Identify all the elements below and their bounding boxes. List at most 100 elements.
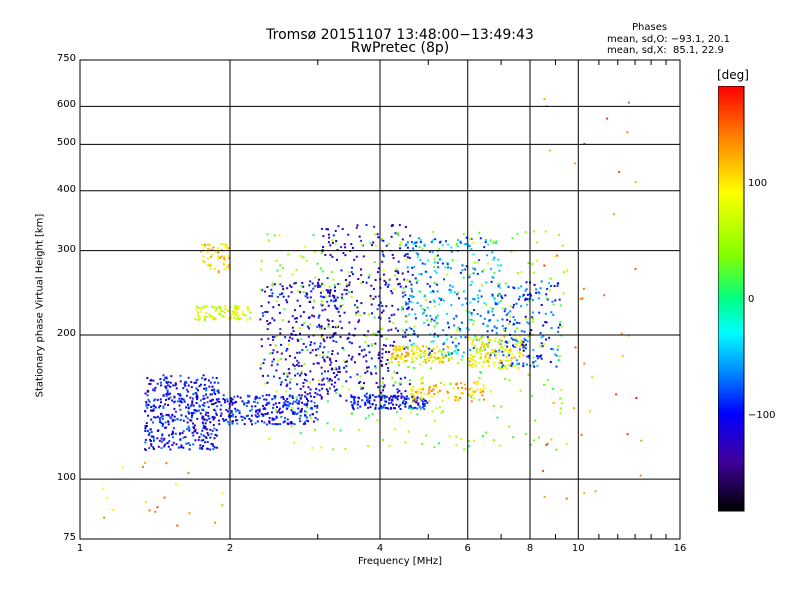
data-point — [358, 397, 361, 400]
data-point — [396, 388, 399, 391]
data-point — [233, 316, 236, 319]
data-point — [410, 294, 413, 297]
data-point — [381, 406, 384, 408]
data-point — [211, 398, 214, 401]
data-point — [276, 295, 279, 298]
data-point — [410, 343, 413, 346]
data-point — [413, 330, 415, 333]
data-point — [413, 367, 416, 369]
data-point — [393, 345, 396, 348]
data-point — [282, 288, 285, 291]
data-point — [438, 349, 441, 351]
data-point — [227, 421, 230, 424]
data-point — [475, 352, 478, 354]
data-point — [211, 403, 213, 406]
data-point — [256, 420, 259, 423]
data-point — [222, 420, 225, 423]
data-point — [242, 313, 245, 316]
data-point — [249, 409, 252, 412]
data-point — [582, 287, 585, 290]
data-point — [532, 317, 535, 320]
data-point — [322, 338, 325, 341]
data-point — [213, 317, 216, 320]
data-point — [455, 244, 458, 247]
data-point — [410, 295, 413, 298]
data-point — [423, 309, 426, 312]
data-point — [411, 396, 414, 398]
data-point — [279, 264, 282, 267]
data-point — [323, 296, 326, 299]
data-point — [433, 356, 436, 359]
data-point — [293, 365, 296, 367]
data-point — [214, 402, 217, 404]
data-point — [415, 356, 417, 359]
data-point — [205, 387, 208, 390]
data-point — [189, 444, 191, 447]
data-point — [209, 436, 212, 439]
data-point — [398, 389, 401, 392]
data-point — [212, 448, 215, 451]
data-point — [394, 427, 397, 430]
data-point — [285, 390, 288, 393]
data-point — [222, 315, 225, 317]
data-point — [313, 300, 316, 303]
data-point — [317, 283, 320, 286]
data-point — [514, 338, 517, 341]
data-point — [262, 374, 264, 377]
data-point — [474, 360, 477, 363]
data-point — [475, 336, 478, 339]
data-point — [275, 369, 278, 372]
data-point — [332, 326, 334, 328]
data-point — [359, 314, 362, 317]
phases-x-stats: mean, sd,X: 85.1, 22.9 — [607, 45, 724, 56]
data-point — [216, 446, 219, 449]
data-point — [615, 393, 618, 396]
data-point — [382, 438, 384, 441]
data-point — [455, 396, 457, 399]
data-point — [433, 335, 435, 338]
data-point — [478, 289, 481, 292]
data-point — [448, 326, 450, 329]
data-point — [211, 305, 214, 308]
data-point — [385, 363, 388, 366]
data-point — [472, 338, 475, 341]
data-point — [545, 338, 548, 341]
data-point — [149, 379, 152, 382]
data-point — [460, 321, 463, 324]
data-point — [235, 307, 238, 310]
data-point — [374, 365, 377, 368]
data-point — [404, 360, 407, 362]
data-point — [329, 359, 332, 362]
data-point — [557, 330, 560, 333]
data-point — [333, 366, 336, 369]
data-point — [476, 294, 479, 297]
data-point — [490, 307, 493, 309]
data-point — [514, 318, 516, 321]
data-point — [295, 320, 298, 323]
data-point — [184, 380, 187, 383]
data-point — [166, 442, 169, 445]
data-point — [233, 306, 236, 309]
data-point — [348, 284, 351, 287]
data-point — [299, 374, 301, 377]
data-point — [214, 433, 217, 436]
data-point — [295, 363, 298, 366]
data-point — [305, 259, 308, 262]
data-point — [165, 414, 168, 416]
data-point — [198, 436, 201, 439]
data-point — [559, 321, 562, 324]
data-point — [149, 440, 152, 442]
data-point — [279, 293, 281, 296]
data-point — [483, 344, 486, 347]
data-point — [620, 332, 623, 335]
data-point — [511, 237, 514, 240]
data-point — [429, 314, 432, 317]
data-point — [326, 392, 329, 395]
data-point — [424, 270, 427, 273]
data-point — [515, 327, 518, 330]
data-point — [346, 282, 348, 285]
data-point — [396, 278, 399, 281]
data-point — [377, 236, 380, 239]
data-point — [399, 244, 401, 246]
data-point — [276, 351, 279, 354]
